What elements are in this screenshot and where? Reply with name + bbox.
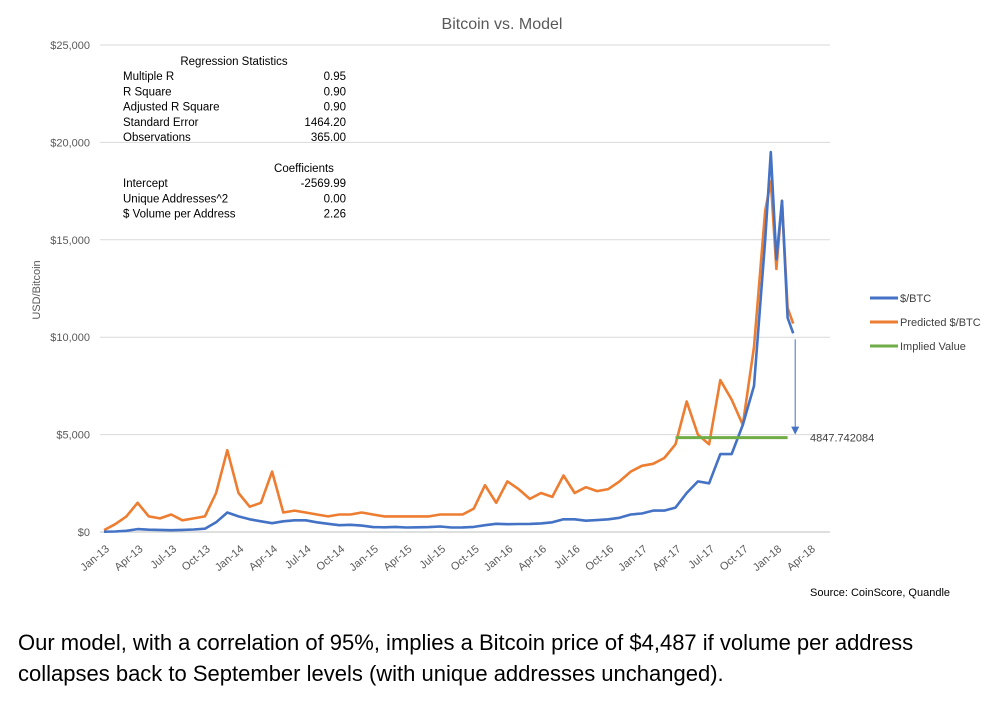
chart-title: Bitcoin vs. Model xyxy=(442,16,563,33)
legend-label: Implied Value xyxy=(900,341,966,353)
source-note: Source: CoinScore, Quandle xyxy=(810,587,951,599)
coefficient-value: 0.00 xyxy=(324,193,346,205)
series-line-predicted-btc xyxy=(103,180,795,532)
coefficient-value: 2.26 xyxy=(324,209,346,221)
x-tick-label: Apr-18 xyxy=(785,543,818,573)
y-tick-labels: $0 $5,000 $10,000 $15,000 $20,000 $25,000 xyxy=(50,40,90,539)
regression-table: Regression Statistics Multiple R 0.95 R Squ… xyxy=(123,56,346,221)
coefficient-value: -2569.99 xyxy=(301,178,346,190)
annotation-label: 4847.742084 xyxy=(810,433,874,445)
gridlines xyxy=(100,44,830,533)
coefficients-header: Coefficients xyxy=(274,163,334,175)
regression-value: 0.90 xyxy=(324,86,346,98)
x-tick-label: Oct-13 xyxy=(180,543,213,573)
coefficient-label: Unique Addresses^2 xyxy=(123,193,228,205)
coefficient-label: $ Volume per Address xyxy=(123,209,236,221)
x-tick-label: Jan-16 xyxy=(482,543,515,574)
legend-label: $/BTC xyxy=(900,293,931,305)
series-lines xyxy=(103,150,795,533)
x-tick-label: Jan-15 xyxy=(347,543,380,574)
regression-header: Regression Statistics xyxy=(180,56,288,68)
x-tick-label: Jan-18 xyxy=(751,543,784,574)
y-tick-label: $10,000 xyxy=(50,332,90,344)
x-tick-label: Oct-14 xyxy=(314,543,347,573)
regression-label: Multiple R xyxy=(123,71,174,83)
regression-label: R Square xyxy=(123,86,172,98)
y-tick-label: $20,000 xyxy=(50,137,90,149)
regression-value: 0.90 xyxy=(324,102,346,114)
x-tick-label: Apr-13 xyxy=(113,543,146,573)
series-line--btc xyxy=(103,150,795,533)
y-axis-label: USD/Bitcoin xyxy=(31,260,43,319)
x-tick-label: Jan-14 xyxy=(213,543,246,574)
implied-value-annotation: 4847.742084 xyxy=(791,339,874,445)
coefficient-label: Intercept xyxy=(123,178,169,190)
regression-label: Standard Error xyxy=(123,117,199,129)
regression-value: 1464.20 xyxy=(304,117,346,129)
x-tick-label: Jul-17 xyxy=(686,543,717,571)
x-tick-label: Apr-16 xyxy=(516,543,549,573)
regression-value: 0.95 xyxy=(324,71,346,83)
y-tick-label: $0 xyxy=(78,527,90,539)
x-tick-label: Apr-14 xyxy=(247,543,280,573)
legend: $/BTC Predicted $/BTC Implied Value xyxy=(870,293,981,353)
y-tick-label: $15,000 xyxy=(50,235,90,247)
x-tick-label: Oct-15 xyxy=(449,543,482,573)
x-tick-label: Apr-15 xyxy=(381,543,414,573)
regression-label: Adjusted R Square xyxy=(123,102,220,114)
x-tick-label: Jan-17 xyxy=(616,543,649,574)
regression-value: 365.00 xyxy=(311,132,346,144)
legend-label: Predicted $/BTC xyxy=(900,317,981,329)
chart: Bitcoin vs. Model $0 $5,000 $10,000 $15,000… xyxy=(31,16,981,574)
x-tick-label: Jul-14 xyxy=(283,543,314,571)
caption: Our model, with a correlation of 95%, im… xyxy=(18,630,914,686)
y-tick-label: $5,000 xyxy=(56,430,90,442)
x-tick-label: Jul-15 xyxy=(417,543,448,571)
y-tick-label: $25,000 xyxy=(50,40,90,52)
x-tick-label: Oct-16 xyxy=(583,543,616,573)
annotation-arrowhead xyxy=(791,426,800,435)
x-tick-label: Jan-13 xyxy=(78,543,111,574)
x-tick-label: Jul-13 xyxy=(148,543,179,571)
x-tick-label: Oct-17 xyxy=(718,543,751,573)
x-tick-label: Apr-17 xyxy=(650,543,683,573)
x-tick-labels: Jan-13 Apr-13 Jul-13 Oct-13 Jan-14 Apr-14 Jul-… xyxy=(78,543,817,574)
x-tick-label: Jul-16 xyxy=(552,543,583,571)
regression-label: Observations xyxy=(123,132,191,144)
